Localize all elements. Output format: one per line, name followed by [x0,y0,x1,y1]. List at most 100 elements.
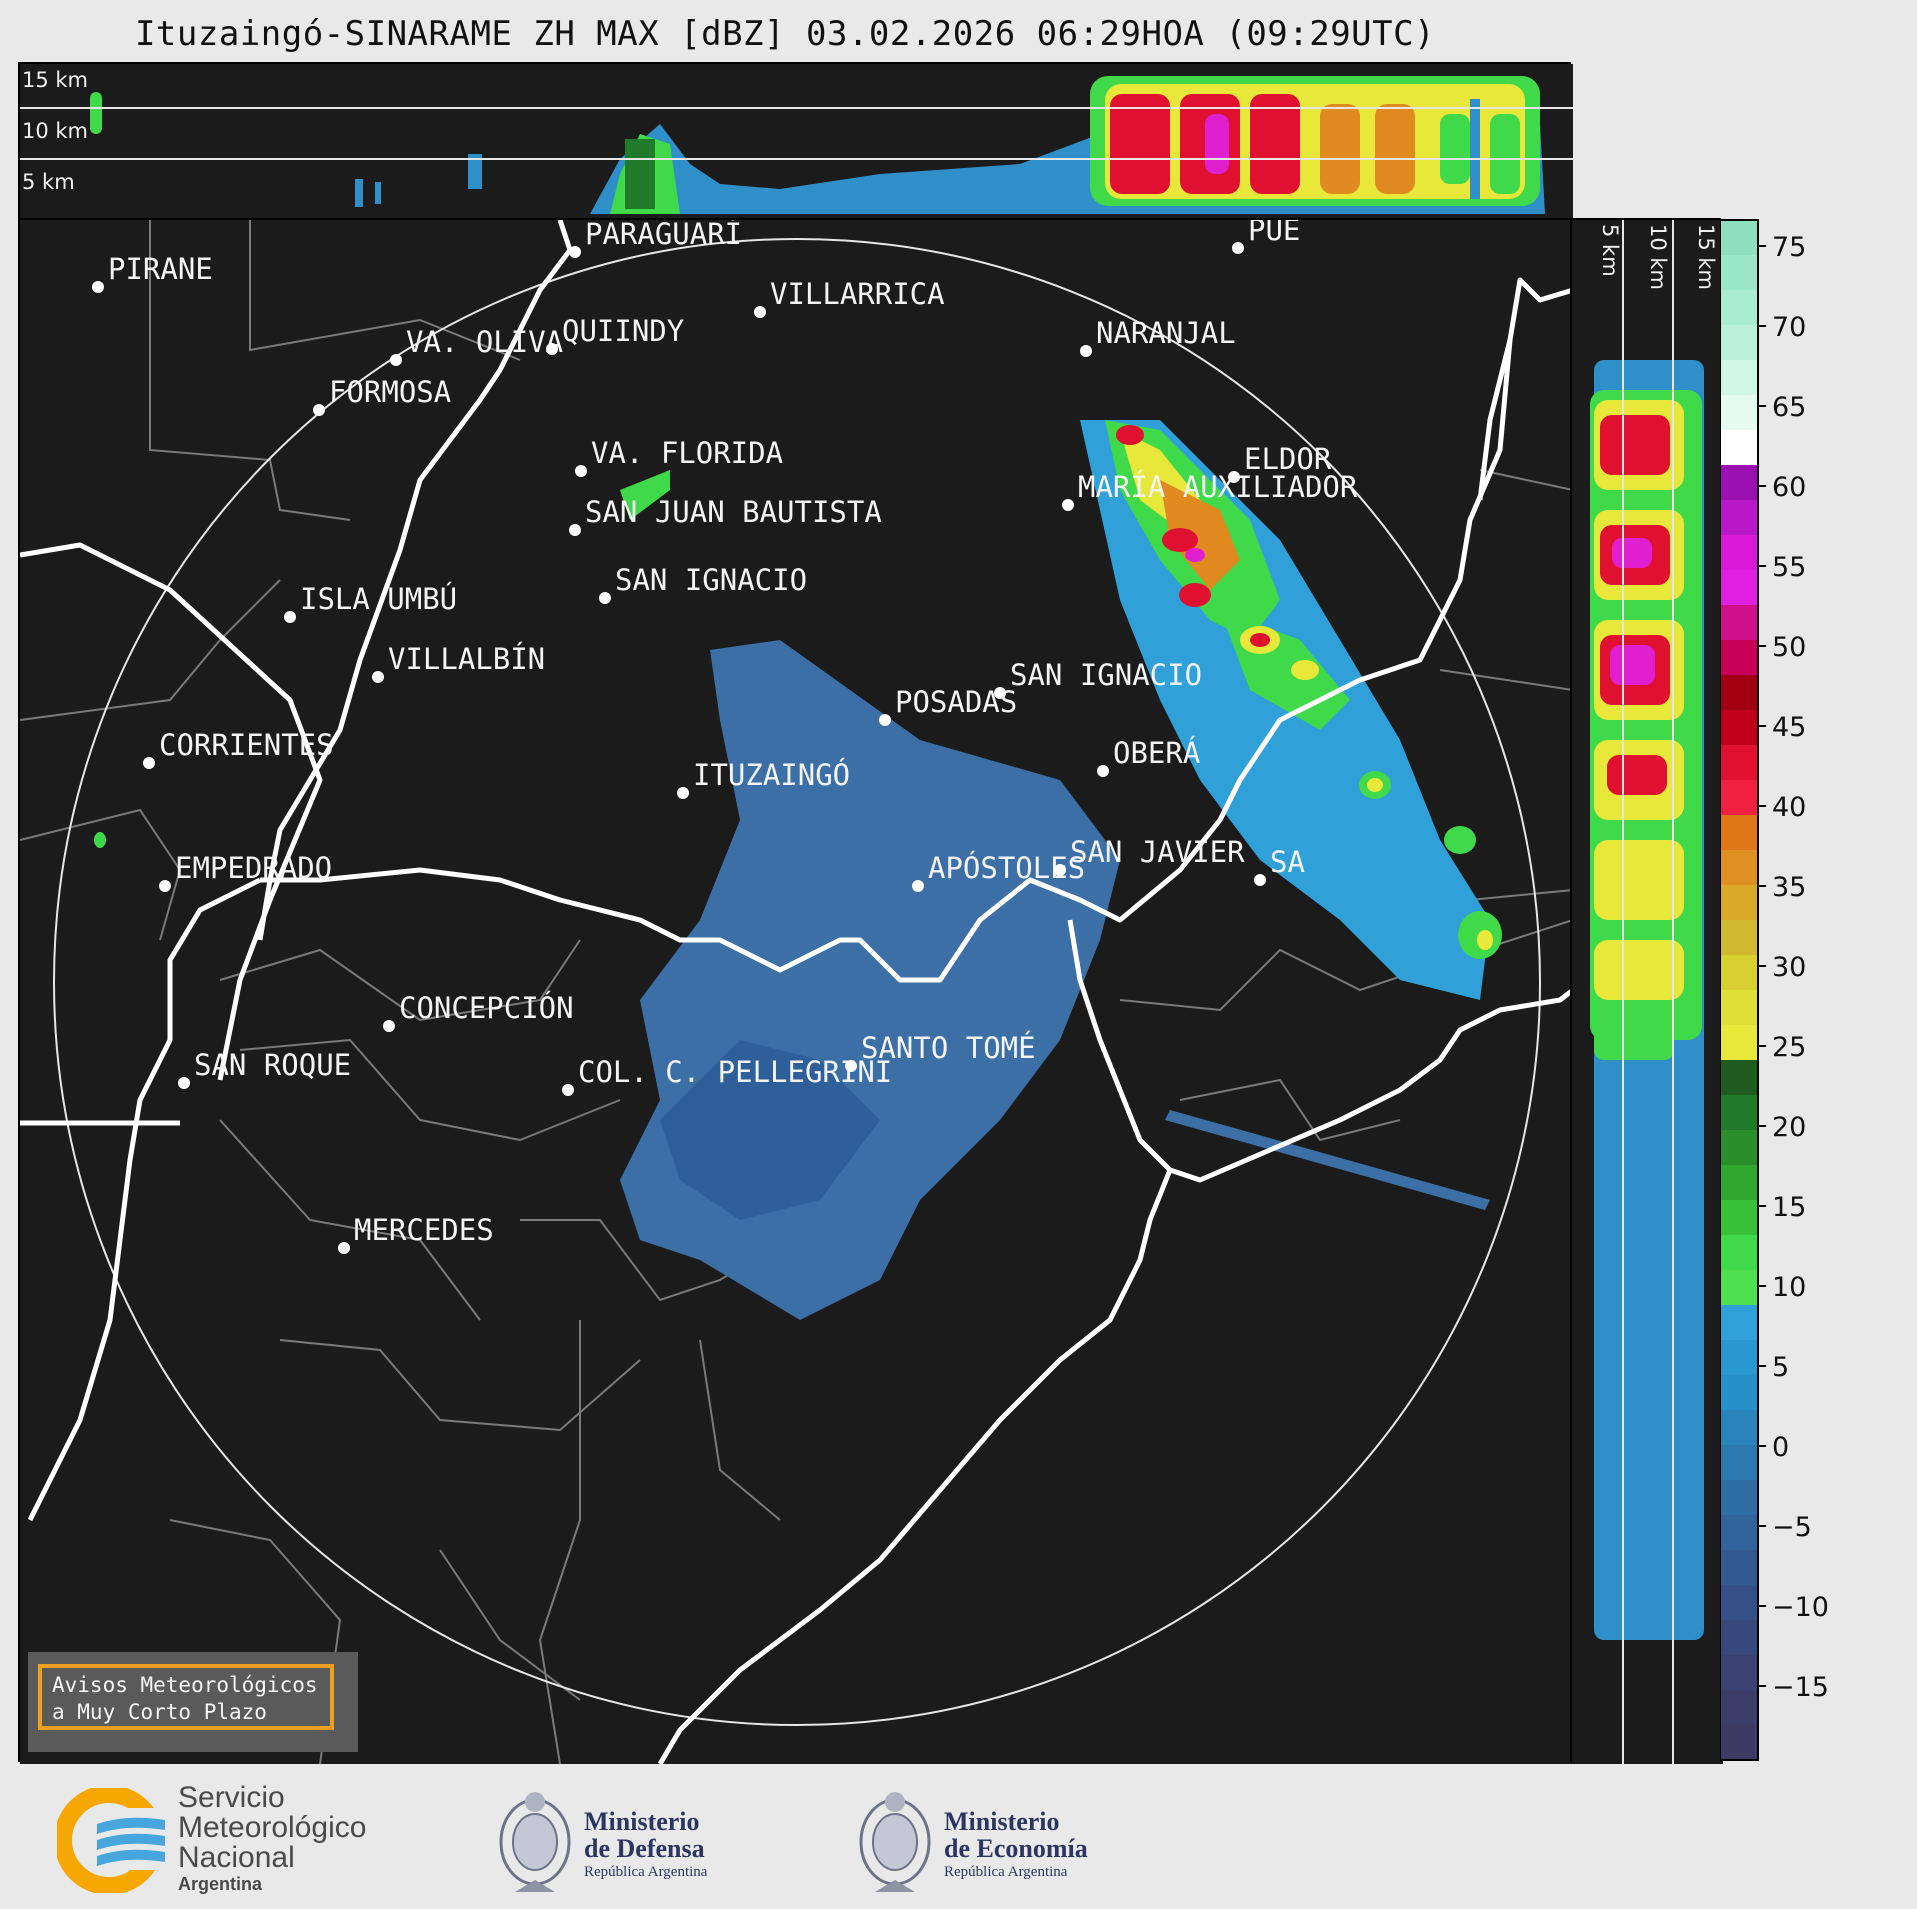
city-label: SAN IGNACIO [615,563,807,597]
colorbar-block [1720,885,1758,921]
colorbar-block [1720,500,1758,536]
colorbar-block [1720,1095,1758,1131]
altitude-label: 10 km [1646,224,1670,291]
altitude-line-10km [20,107,1573,109]
colorbar-tick-label: −10 [1772,1592,1829,1623]
colorbar-block [1720,640,1758,676]
city-label: CORRIENTES [159,728,334,762]
city-dot [879,714,891,726]
city-label: PIRANE [108,252,213,286]
colorbar-tick-label: 5 [1772,1352,1789,1383]
city-label: FORMOSA [329,375,451,409]
radar-map-svg: PIRANE PARAGUARÍ VILLARRICA VA. OLIVAQUIIND… [20,220,1573,1764]
city-label: MERCEDES [354,1213,494,1247]
economia-seal-icon [855,1780,935,1900]
city-dot [677,787,689,799]
city-dot [390,354,402,366]
altitude-label: 10 km [22,119,89,143]
city-dot [383,1020,395,1032]
city-dot [284,611,296,623]
colorbar-tick-label: 75 [1772,232,1806,263]
colorbar-block [1720,1340,1758,1376]
colorbar-block [1720,955,1758,991]
colorbar-tick-label: 40 [1772,792,1806,823]
colorbar-block [1720,1270,1758,1306]
colorbar-block [1720,1655,1758,1691]
city-dot [562,1084,574,1096]
city-dot [1054,864,1066,876]
city-dot [1228,471,1240,483]
city-label: VILLARRICA [770,277,945,311]
colorbar-tick-label: 30 [1772,952,1806,983]
city-label: EMPEDRADO [175,851,332,885]
colorbar-block [1720,1550,1758,1586]
international-borders [20,220,1573,1764]
economia-logo-text: Ministerio de Economía República Argenti… [944,1808,1088,1882]
colorbar-tick-label: 50 [1772,632,1806,663]
economia-line: República Argentina [944,1864,1068,1880]
smn-logo-icon [57,1788,167,1893]
reflectivity-echoes [94,420,1502,1320]
city-label: POSADAS [895,685,1017,719]
smn-line: Meteorológico [178,1811,367,1844]
colorbar-block [1720,1235,1758,1271]
logos-row: Servicio Meteorológico Nacional Argentin… [0,1770,1917,1909]
city-label: VA. OLIVA [406,325,563,359]
city-dot [372,671,384,683]
colorbar-tick-label: 0 [1772,1432,1789,1463]
colorbar-block [1720,1025,1758,1061]
city-label: ITUZAINGÓ [693,758,850,792]
city-label: QUIINDY [562,314,684,348]
city-label: PARAGUARÍ [585,220,742,251]
city-dot [845,1060,857,1072]
economia-line: de Economía [944,1834,1088,1863]
colorbar-block [1720,920,1758,956]
colorbar-block [1720,850,1758,886]
range-ring [53,238,1541,1726]
city-label: SA [1270,845,1305,879]
city-dot [599,592,611,604]
city-dot [1097,765,1109,777]
defensa-logo-text: Ministerio de Defensa República Argentin… [584,1808,707,1882]
city-markers: PIRANE PARAGUARÍ VILLARRICA VA. OLIVAQUIIND… [92,220,1358,1254]
colorbar-block [1720,430,1758,466]
city-dot [143,757,155,769]
colorbar-tick-label: −5 [1772,1512,1812,1543]
colorbar-block [1720,605,1758,641]
colorbar-block [1720,535,1758,571]
notice-line: Avisos Meteorológicos [52,1673,318,1697]
city-dot [338,1242,350,1254]
colorbar-block [1720,1515,1758,1551]
smn-line: Argentina [178,1874,263,1894]
colorbar-tick-label: 55 [1772,552,1806,583]
warnings-notice[interactable]: Avisos Meteorológicos a Muy Corto Plazo [38,1664,334,1730]
colorbar-block [1720,990,1758,1026]
colorbar-block [1720,395,1758,431]
colorbar-block [1720,1445,1758,1481]
colorbar-block [1720,675,1758,711]
city-label: MARÍA AUXILIADOR [1078,470,1358,504]
colorbar-block [1720,1130,1758,1166]
city-label: SAN IGNACIO [1010,658,1202,692]
radar-map: PIRANE PARAGUARÍ VILLARRICA VA. OLIVA QUIIND… [18,218,1573,1764]
side-echo-field [1572,220,1723,1764]
altitude-label: 5 km [22,170,75,194]
colorbar-block [1720,1585,1758,1621]
city-dot [1232,242,1244,254]
colorbar-tick-label: 35 [1772,872,1806,903]
city-label: PUE [1248,220,1300,247]
colorbar-tick-label: 10 [1772,1272,1806,1303]
city-dot [546,343,558,355]
colorbar-block [1720,1305,1758,1341]
notice-line: a Muy Corto Plazo [52,1700,267,1724]
city-dot [313,404,325,416]
smn-line: Servicio [178,1781,285,1814]
defensa-line: Ministerio [584,1807,700,1836]
city-label: NARANJAL [1096,316,1236,350]
colorbar-block [1720,815,1758,851]
city-label: COL. C. PELLEGRINI [578,1055,892,1089]
colorbar-tick-label: 20 [1772,1112,1806,1143]
colorbar-tick-label: 45 [1772,712,1806,743]
